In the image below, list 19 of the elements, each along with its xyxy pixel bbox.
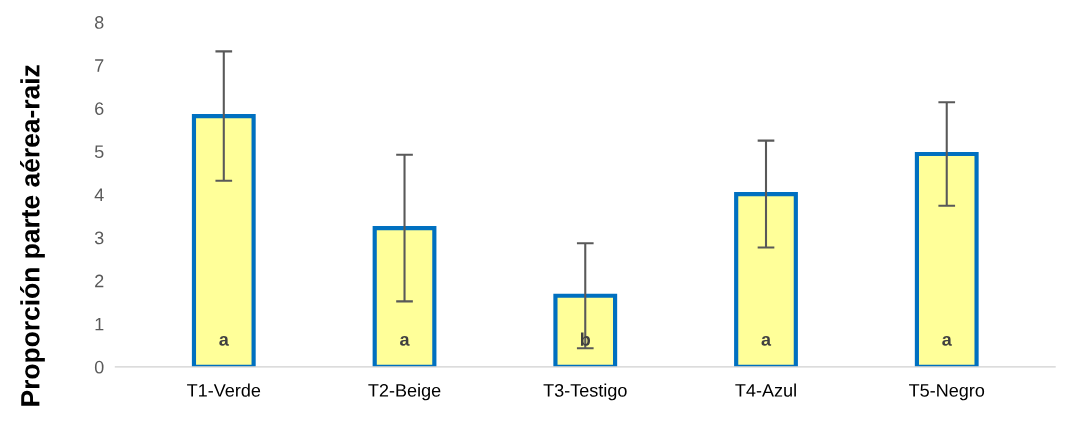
y-tick-label: 4: [94, 188, 104, 202]
y-tick-label: 3: [94, 231, 104, 245]
annotation: a: [400, 335, 410, 346]
x-tick-label: T2-Beige: [368, 383, 441, 401]
y-tick-label: 5: [94, 145, 104, 159]
x-tick-label: T5-Negro: [909, 384, 985, 401]
y-tick-label: 1: [95, 317, 104, 331]
x-tick-label: T3-Testigo: [543, 383, 627, 401]
x-tick-label: T4-Azul: [735, 383, 796, 397]
annotation: a: [219, 335, 229, 346]
y-axis-title: Proporción parte aérea-raiz: [20, 65, 45, 406]
annotation: a: [761, 335, 772, 346]
y-tick-label: 6: [95, 102, 104, 116]
y-tick-label: 7: [95, 59, 104, 72]
y-tick-label: 8: [94, 16, 104, 29]
y-tick-label: 2: [95, 274, 104, 288]
y-tick-label: 0: [94, 360, 104, 374]
x-tick-label: T1-Verde: [187, 383, 261, 397]
annotation: a: [942, 335, 952, 346]
